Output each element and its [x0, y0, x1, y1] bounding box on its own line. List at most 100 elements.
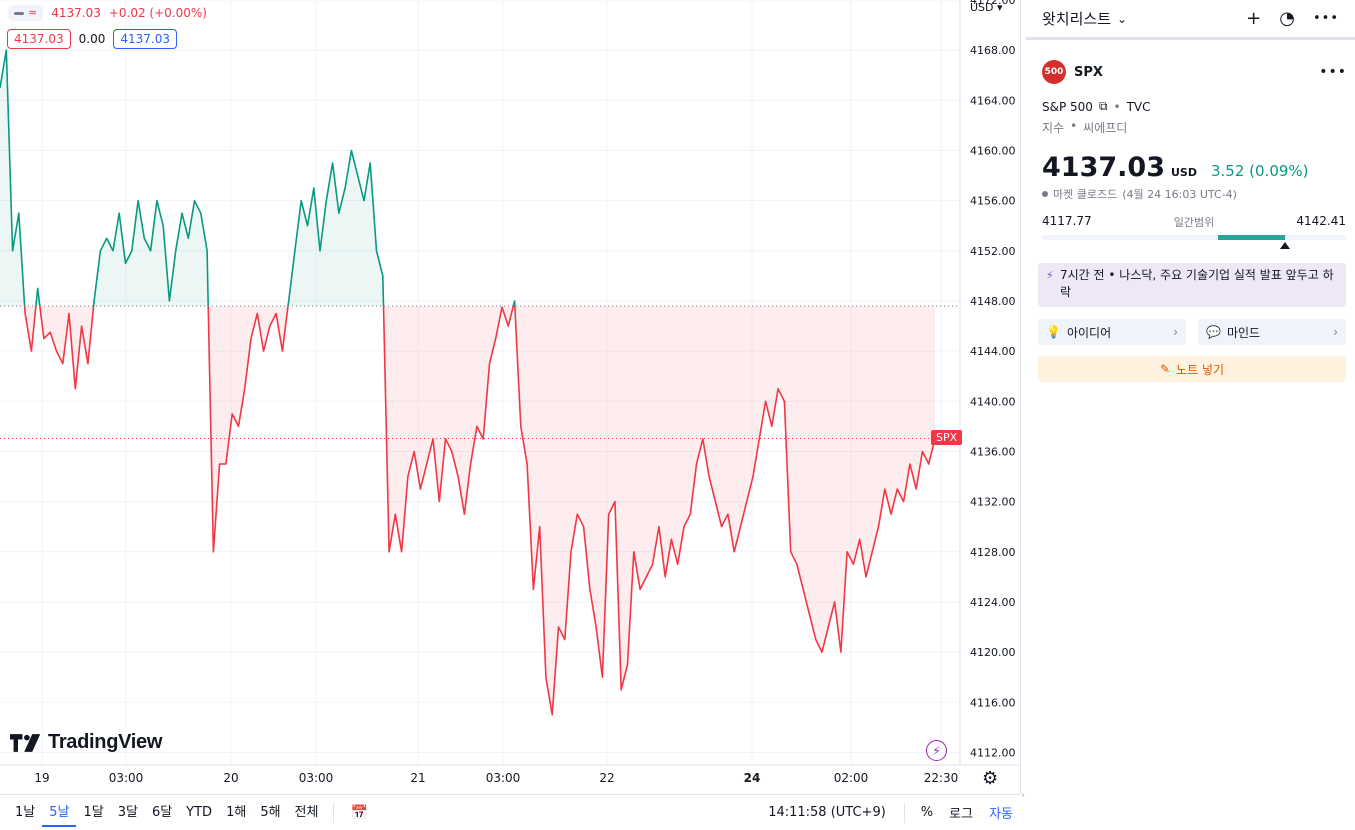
external-link-icon[interactable]: ⧉	[1098, 99, 1108, 113]
percent-toggle[interactable]: %	[920, 805, 934, 820]
x-tick-label: 21	[410, 771, 425, 785]
day-range-bar	[1042, 235, 1346, 249]
legend-price: 4137.03	[51, 6, 101, 20]
settings-gear-icon[interactable]: ⚙	[982, 768, 999, 789]
day-range-labels: 4117.77 일간범위 4142.41	[1042, 214, 1346, 230]
y-tick-label: 4144.00	[970, 345, 1016, 358]
hide-icon	[14, 11, 24, 15]
news-text: 7시간 전 • 나스닥, 주요 기술기업 실적 발표 앞두고 하락	[1060, 268, 1334, 299]
range-button-6[interactable]: 1해	[226, 804, 247, 820]
price-row: 4137.03 USD 3.52 (0.09%)	[1042, 152, 1309, 183]
y-tick-label: 4120.00	[970, 646, 1016, 659]
y-tick-label: 4168.00	[970, 44, 1016, 57]
chevron-down-icon: ▾	[997, 1, 1003, 14]
buy-price-box[interactable]: 4137.03	[113, 29, 177, 49]
day-low: 4117.77	[1042, 214, 1092, 228]
x-tick-label: 03:00	[109, 771, 144, 785]
market-status-text: 마켓 클로즈드	[1053, 188, 1118, 201]
y-tick-label: 4172.00	[970, 0, 1016, 7]
x-tick-label: 03:00	[486, 771, 521, 785]
tradingview-logo[interactable]: TradingView	[10, 731, 162, 754]
go-to-date-calendar-icon[interactable]: 📅	[350, 804, 368, 821]
ideas-label: 아이디어	[1066, 325, 1112, 340]
y-tick-label: 4164.00	[970, 94, 1016, 107]
symbol-type-row: 지수 • 씨에프디	[1042, 119, 1127, 136]
currency-label: USD	[970, 1, 994, 14]
symbol-source: 씨에프디	[1083, 121, 1128, 135]
symbol-header: 500 SPX •••	[1042, 60, 1347, 84]
log-scale-toggle[interactable]: 로그	[949, 807, 974, 822]
x-tick-label: 19	[34, 771, 49, 785]
range-button-5[interactable]: YTD	[186, 804, 213, 820]
minds-button[interactable]: 💬 마인드 ›	[1198, 319, 1346, 345]
y-tick-label: 4140.00	[970, 395, 1016, 408]
community-links: 💡 아이디어 › 💬 마인드 ›	[1038, 319, 1346, 345]
watchlist-header: 왓치리스트 ⌄ + ◔ •••	[1026, 0, 1355, 40]
chart-pane[interactable]: 19 03:00 20 03:00 21 03:00 22 24 02:00 22:30 4112.…	[0, 0, 1021, 793]
bottom-right-controls: 14:11:58 (UTC+9) % 로그 자동	[758, 802, 1021, 823]
price-chart[interactable]: 19 03:00 20 03:00 21 03:00 22 24 02:00 22:30 4112.…	[0, 0, 1021, 793]
symbol-full-name[interactable]: S&P 500	[1042, 99, 1093, 114]
y-tick-label: 4136.00	[970, 445, 1016, 458]
ideas-button[interactable]: 💡 아이디어 ›	[1038, 319, 1186, 345]
sell-price-box[interactable]: 4137.03	[7, 29, 71, 49]
events-bolt-icon[interactable]: ⚡	[926, 740, 947, 761]
watchlist-panel: 왓치리스트 ⌄ + ◔ ••• 500 SPX ••• S&P 500 ⧉ • …	[1026, 0, 1355, 830]
last-price: 4137.03	[1042, 152, 1165, 183]
y-tick-label: 4152.00	[970, 245, 1016, 258]
watchlist-title-button[interactable]: 왓치리스트 ⌄	[1042, 8, 1127, 29]
range-button-7[interactable]: 5해	[260, 804, 281, 820]
day-range-label: 일간범위	[1173, 216, 1215, 229]
last-price-tag: SPX	[931, 429, 963, 445]
add-note-button[interactable]: ✎ 노트 넣기	[1038, 356, 1346, 382]
logo-wordmark: TradingView	[48, 731, 163, 753]
separator-dot: •	[1070, 119, 1078, 133]
watchlist-actions: + ◔ •••	[1246, 8, 1339, 29]
market-status: 마켓 클로즈드 (4월 24 16:03 UTC-4)	[1042, 186, 1237, 202]
news-headline[interactable]: ⚡ 7시간 전 • 나스닥, 주요 기술기업 실적 발표 앞두고 하락	[1038, 263, 1346, 307]
add-symbol-plus-icon[interactable]: +	[1246, 8, 1262, 29]
y-tick-label: 4112.00	[970, 746, 1016, 759]
range-button-4[interactable]: 6달	[151, 804, 173, 820]
more-icon[interactable]: •••	[1312, 11, 1339, 26]
y-tick-label: 4156.00	[970, 195, 1016, 208]
legend-toggle-button[interactable]: ≈	[8, 5, 44, 21]
market-closed-dot-icon	[1042, 191, 1048, 197]
symbol-ticker[interactable]: SPX	[1074, 64, 1103, 80]
x-tick-label: 24	[744, 771, 761, 785]
symbol-type: 지수	[1042, 121, 1065, 135]
spread-value: 0.00	[78, 32, 106, 46]
y-tick-label: 4160.00	[970, 144, 1016, 157]
x-tick-label: 20	[223, 771, 238, 785]
chat-bubble-icon: 💬	[1206, 325, 1221, 339]
range-button-8[interactable]: 전체	[294, 804, 319, 820]
day-range-fill	[1218, 235, 1286, 240]
range-button-0[interactable]: 1날	[15, 804, 36, 820]
series-line-up	[0, 49, 516, 306]
price-change: 3.52 (0.09%)	[1210, 162, 1309, 180]
auto-scale-toggle[interactable]: 자동	[989, 807, 1013, 822]
x-tick-label: 22	[599, 771, 614, 785]
y-tick-label: 4132.00	[970, 496, 1016, 509]
current-price-marker-icon	[1280, 242, 1291, 249]
lightning-icon: ⚡	[1046, 269, 1054, 282]
clock-timezone[interactable]: 14:11:58 (UTC+9)	[768, 805, 886, 820]
series-line-down	[23, 306, 936, 716]
edit-note-icon: ✎	[1159, 362, 1171, 376]
range-button-2[interactable]: 1달	[83, 804, 104, 820]
pie-chart-icon[interactable]: ◔	[1279, 8, 1295, 29]
x-tick-label: 02:00	[834, 771, 869, 785]
divider	[333, 802, 335, 823]
tv-logo-icon	[10, 733, 41, 752]
currency-select[interactable]: USD ▾	[970, 1, 1003, 14]
chevron-right-icon: ›	[1173, 325, 1178, 339]
symbol-description: S&P 500 ⧉ • TVC	[1042, 99, 1151, 114]
symbol-exchange: TVC	[1126, 99, 1151, 114]
more-icon[interactable]: •••	[1319, 64, 1347, 80]
y-tick-label: 4124.00	[970, 596, 1016, 609]
range-button-1[interactable]: 5날	[42, 799, 77, 827]
range-button-3[interactable]: 3달	[117, 804, 138, 820]
legend-change: +0.02 (+0.00%)	[108, 6, 207, 20]
panel-collapse-handle[interactable]: ›	[1021, 790, 1025, 801]
